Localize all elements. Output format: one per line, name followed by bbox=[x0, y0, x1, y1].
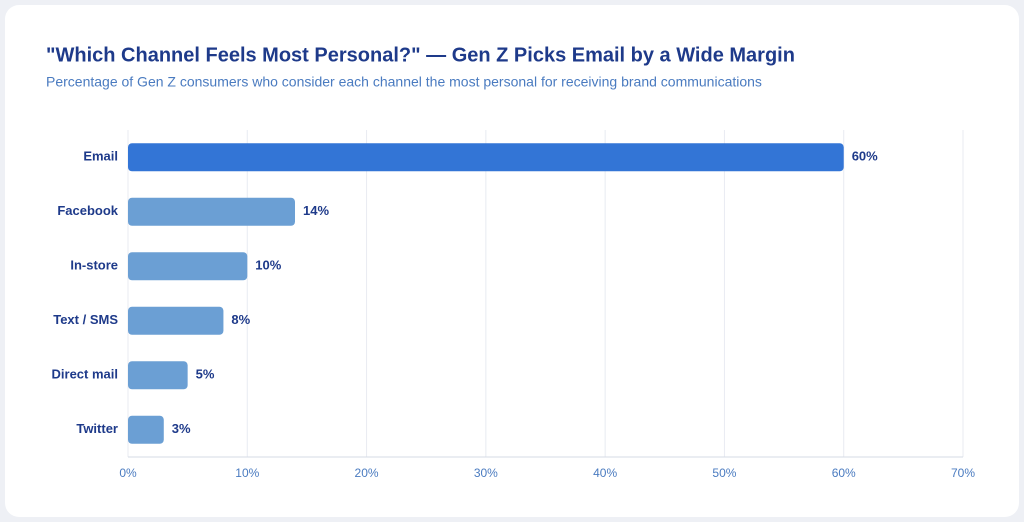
x-tick-label: 40% bbox=[593, 466, 617, 480]
y-tick-label: In-store bbox=[70, 258, 118, 273]
y-tick-label: Facebook bbox=[57, 203, 118, 218]
x-tick-label: 0% bbox=[119, 466, 137, 480]
value-label: 8% bbox=[231, 312, 250, 327]
y-tick-label: Email bbox=[83, 149, 118, 164]
value-label: 3% bbox=[172, 421, 191, 436]
bar bbox=[128, 197, 295, 226]
bar bbox=[128, 252, 248, 281]
value-label: 14% bbox=[303, 203, 329, 218]
y-tick-label: Text / SMS bbox=[53, 312, 118, 327]
bar bbox=[128, 306, 224, 335]
x-tick-label: 30% bbox=[474, 466, 498, 480]
y-tick-label: Twitter bbox=[76, 421, 118, 436]
bar bbox=[128, 361, 188, 390]
chart-title: "Which Channel Feels Most Personal?" — G… bbox=[46, 44, 795, 66]
x-tick-label: 20% bbox=[355, 466, 379, 480]
x-tick-label: 70% bbox=[951, 466, 975, 480]
chart-subtitle: Percentage of Gen Z consumers who consid… bbox=[46, 74, 762, 90]
value-label: 10% bbox=[255, 258, 281, 273]
bar bbox=[128, 143, 844, 172]
value-label: 5% bbox=[196, 367, 215, 382]
x-tick-label: 10% bbox=[235, 466, 259, 480]
bar bbox=[128, 415, 164, 444]
value-label: 60% bbox=[852, 149, 878, 164]
x-tick-label: 60% bbox=[832, 466, 856, 480]
x-tick-label: 50% bbox=[712, 466, 736, 480]
y-tick-label: Direct mail bbox=[52, 367, 118, 382]
